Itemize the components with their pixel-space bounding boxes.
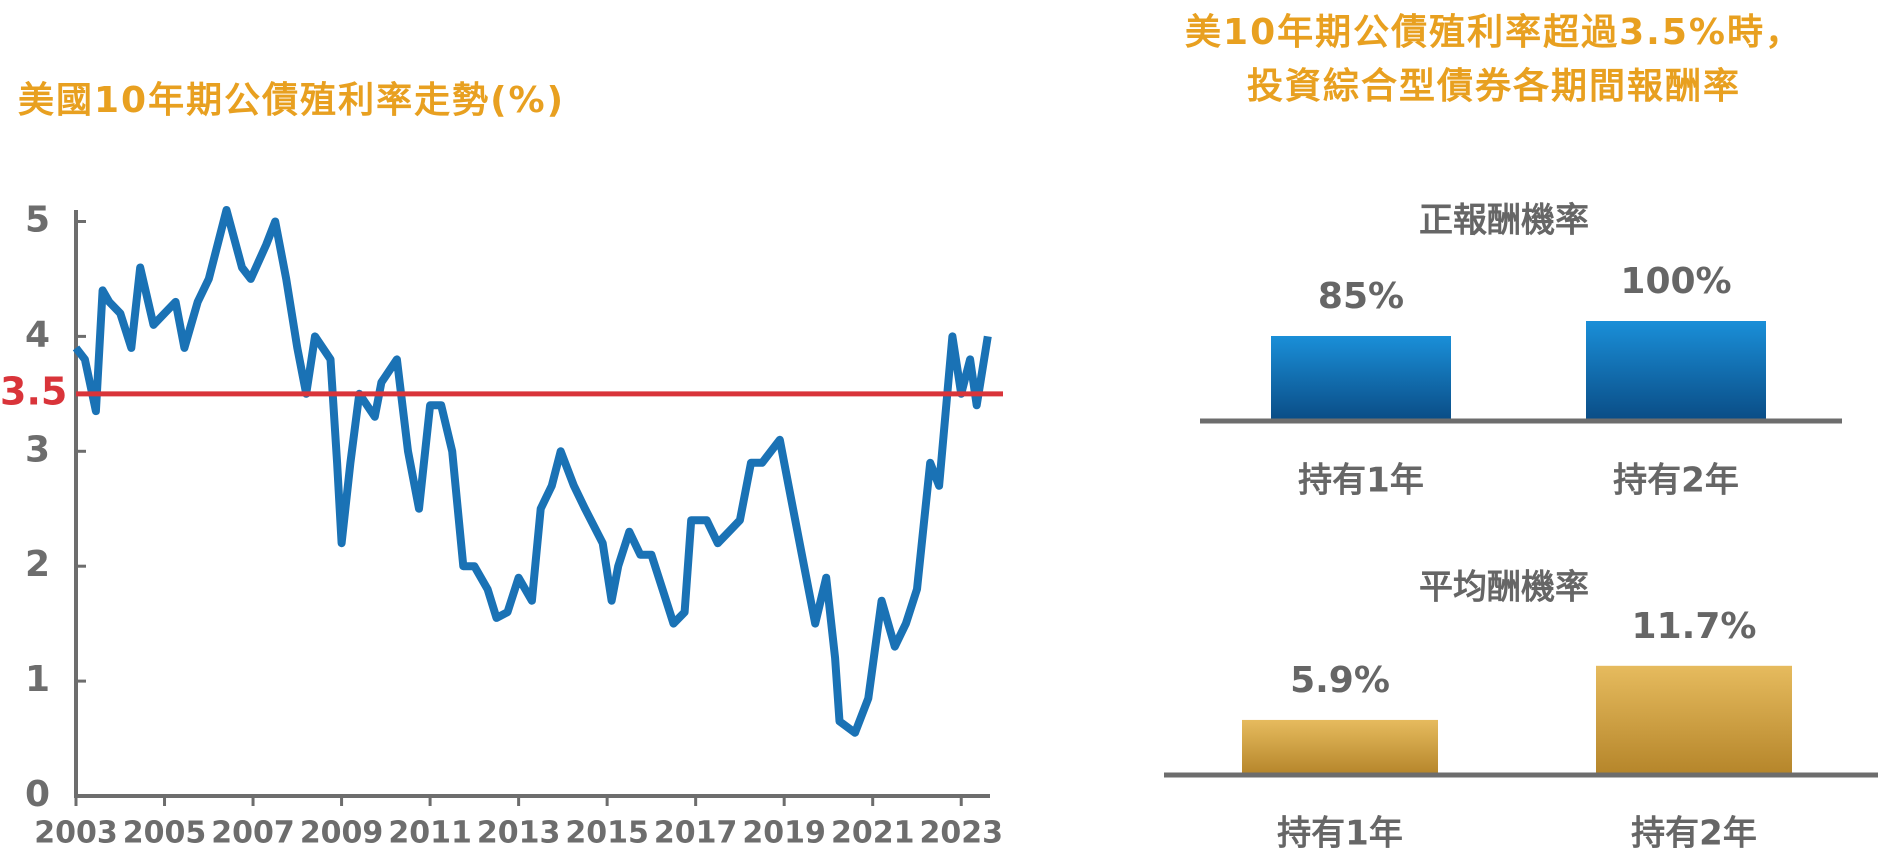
value-label: 5.9% xyxy=(1290,660,1390,701)
value-label: 11.7% xyxy=(1632,606,1757,647)
y-tick-label: 1 xyxy=(25,659,50,700)
category-label: 持有1年 xyxy=(1277,814,1403,854)
bar-chart-title: 正報酬機率 xyxy=(1419,201,1589,241)
x-tick-label: 2007 xyxy=(211,816,295,851)
panel-title: 投資綜合型債券各期間報酬率 xyxy=(1247,66,1741,107)
y-tick-label: 5 xyxy=(25,199,50,240)
y-tick-label: 4 xyxy=(25,314,50,355)
x-tick-label: 2015 xyxy=(565,816,649,851)
x-tick-label: 2023 xyxy=(919,816,1003,851)
chart-title: 美國10年期公債殖利率走勢(%) xyxy=(18,80,565,121)
y-tick-label: 0 xyxy=(25,774,50,815)
x-tick-label: 2013 xyxy=(477,816,561,851)
bar-chart-title: 平均酬機率 xyxy=(1419,568,1589,608)
line xyxy=(72,206,992,737)
value-label: 100% xyxy=(1620,261,1731,302)
panel-title: 美10年期公債殖利率超過3.5%時， xyxy=(1185,12,1803,53)
bar xyxy=(1596,665,1792,775)
reference-label: 3.5 xyxy=(0,369,67,413)
x-tick-label: 2017 xyxy=(654,816,738,851)
y-tick-label: 3 xyxy=(25,429,50,470)
x-tick-label: 2009 xyxy=(300,816,384,851)
category-label: 持有2年 xyxy=(1631,814,1757,854)
bar xyxy=(1242,719,1438,775)
x-tick-label: 2005 xyxy=(123,816,207,851)
y-tick-label: 2 xyxy=(25,544,50,585)
category-label: 持有2年 xyxy=(1613,461,1739,501)
bar xyxy=(1271,336,1451,421)
category-label: 持有1年 xyxy=(1298,461,1424,501)
x-tick-label: 2019 xyxy=(742,816,826,851)
x-tick-label: 2011 xyxy=(388,816,472,851)
x-tick-label: 2021 xyxy=(831,816,915,851)
value-label: 85% xyxy=(1318,276,1404,317)
x-tick-label: 2003 xyxy=(34,816,118,851)
bar xyxy=(1586,321,1766,421)
